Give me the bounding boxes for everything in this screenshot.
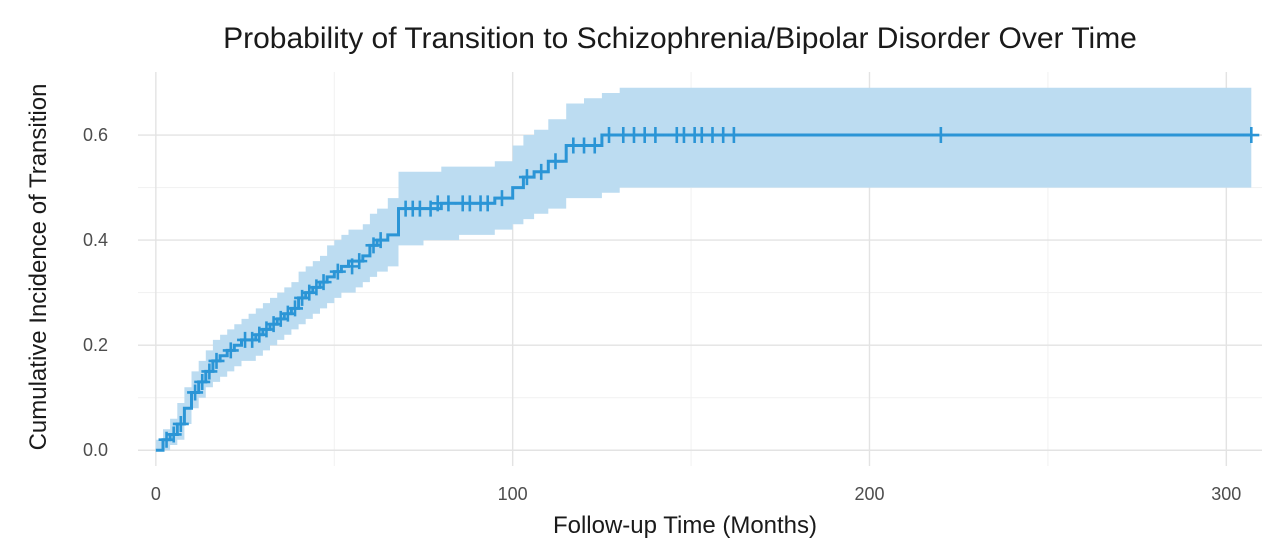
censor-mark bbox=[601, 127, 618, 144]
censor-mark bbox=[372, 232, 389, 249]
censor-mark bbox=[440, 195, 457, 212]
censor-mark bbox=[493, 190, 510, 207]
censor-mark bbox=[208, 352, 225, 369]
censor-mark bbox=[479, 195, 496, 212]
x-tick-label: 100 bbox=[498, 484, 528, 504]
censor-mark bbox=[194, 373, 211, 390]
censor-mark bbox=[287, 300, 304, 317]
censor-mark bbox=[518, 169, 535, 186]
censor-mark bbox=[1243, 127, 1260, 144]
axis-ticks: 0 100 200 300 0.0 0.2 0.4 0.6 bbox=[83, 125, 1241, 504]
censor-mark bbox=[586, 137, 603, 154]
censor-mark bbox=[351, 253, 368, 270]
censor-mark bbox=[315, 274, 332, 291]
censor-mark bbox=[187, 384, 204, 401]
censor-mark bbox=[725, 127, 742, 144]
censor-mark bbox=[547, 153, 564, 170]
censor-mark bbox=[201, 363, 218, 380]
censor-mark bbox=[172, 415, 189, 432]
censor-mark bbox=[932, 127, 949, 144]
y-axis-title: Cumulative Incidence of Transition bbox=[25, 84, 52, 451]
censor-marks bbox=[158, 127, 1260, 448]
y-tick-label: 0.6 bbox=[83, 125, 108, 145]
y-tick-label: 0.2 bbox=[83, 335, 108, 355]
censor-mark bbox=[329, 263, 346, 280]
y-tick-label: 0.0 bbox=[83, 440, 108, 460]
x-tick-label: 0 bbox=[151, 484, 161, 504]
censor-mark bbox=[222, 342, 239, 359]
confidence-band bbox=[155, 87, 1252, 451]
x-tick-label: 300 bbox=[1211, 484, 1241, 504]
x-tick-label: 200 bbox=[854, 484, 884, 504]
chart-title: Probability of Transition to Schizophren… bbox=[223, 22, 1137, 55]
censor-mark bbox=[533, 163, 550, 180]
censor-mark bbox=[647, 127, 664, 144]
censor-mark bbox=[165, 426, 182, 443]
y-tick-label: 0.4 bbox=[83, 230, 108, 250]
x-axis-title: Follow-up Time (Months) bbox=[553, 512, 817, 539]
confidence-band-layer bbox=[155, 87, 1252, 451]
